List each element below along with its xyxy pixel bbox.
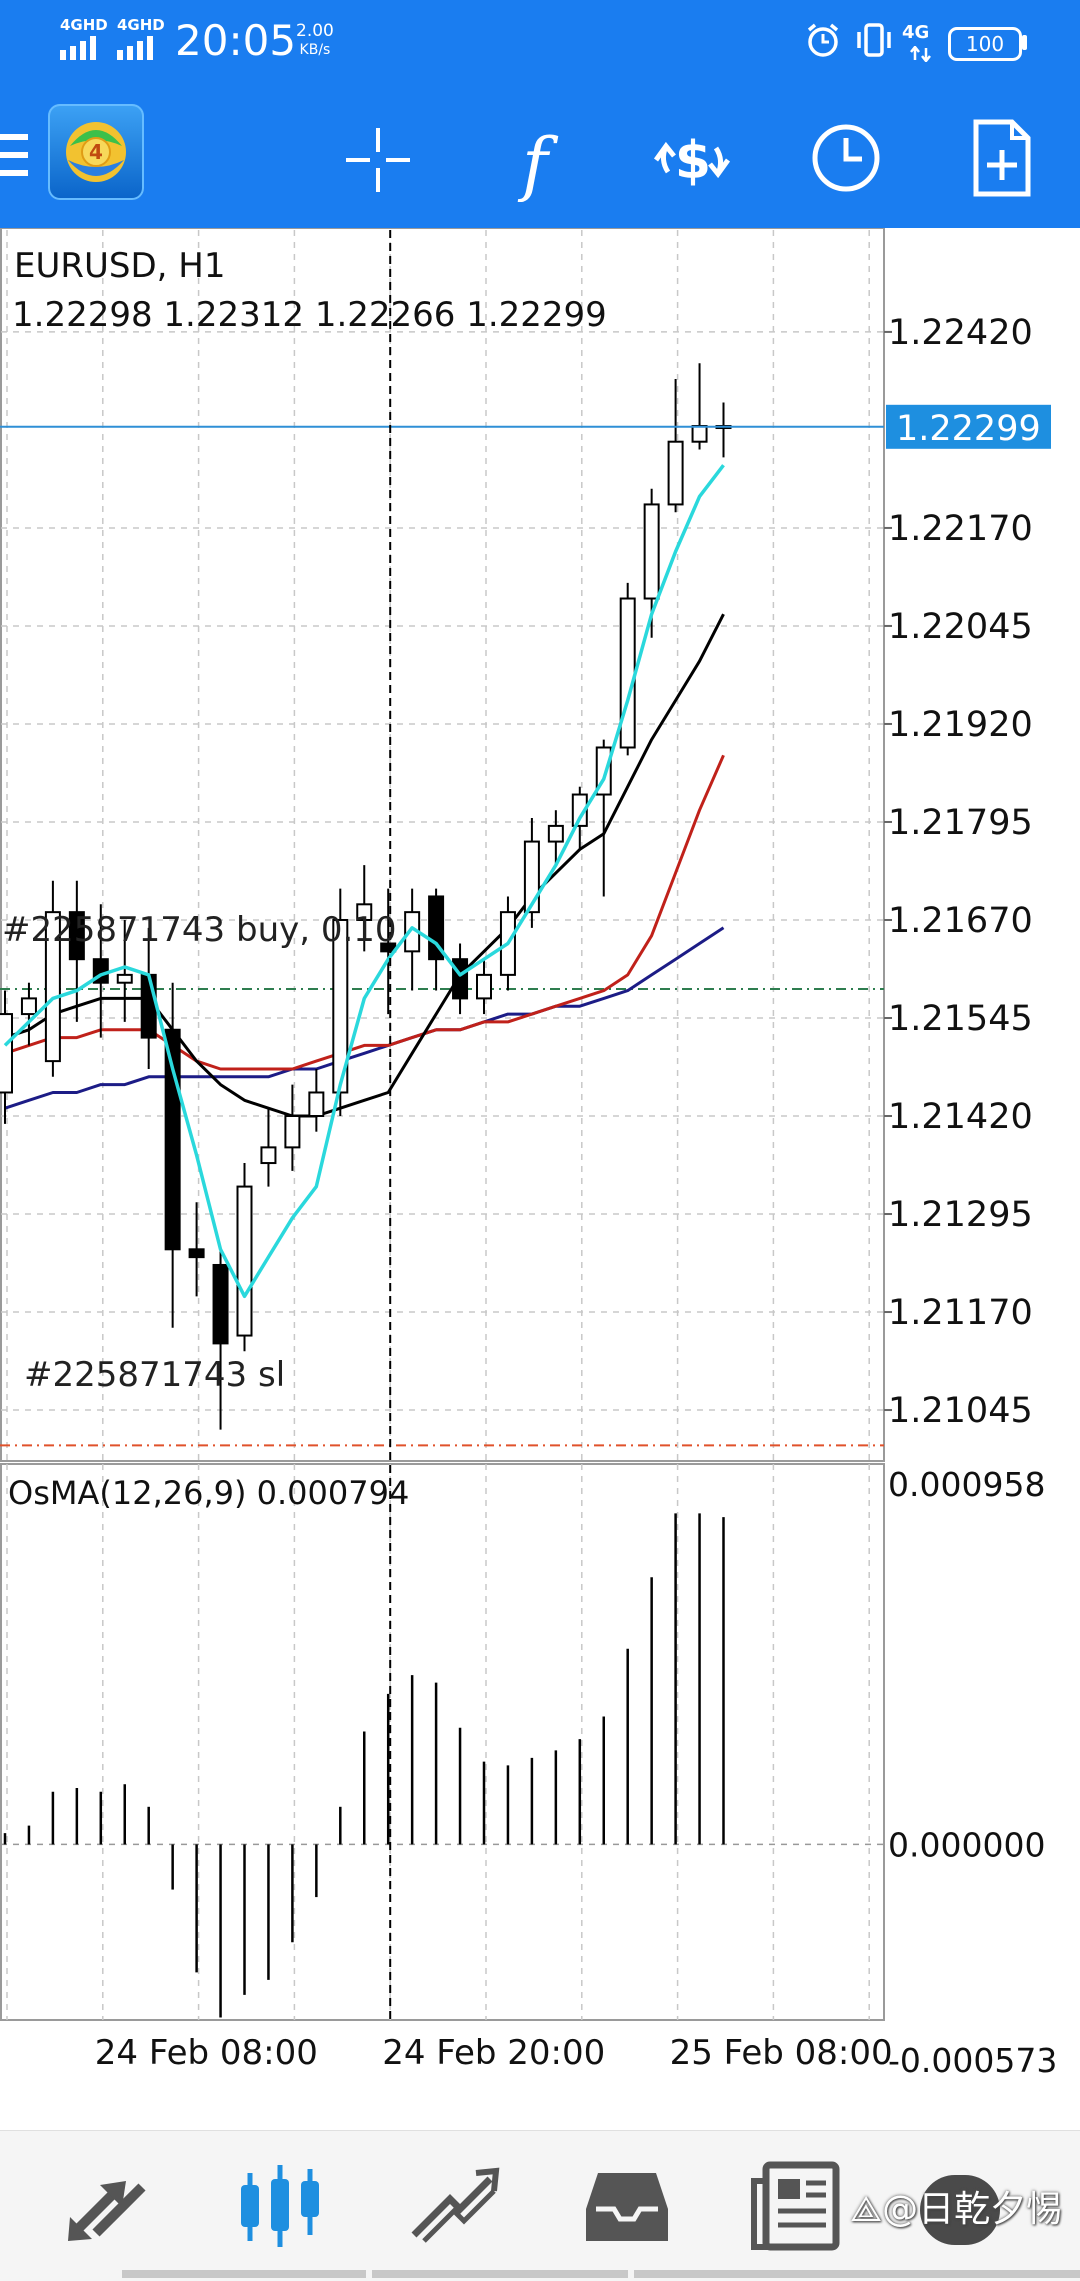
bull-candle xyxy=(523,840,540,914)
bull-candle xyxy=(236,1185,253,1337)
bull-candle xyxy=(20,997,37,1016)
ma-fast-line xyxy=(3,464,725,1299)
bull-candle xyxy=(116,973,133,984)
signal-label-2: 4GHD xyxy=(117,16,165,34)
price-tick-label: 1.22420 xyxy=(888,313,1033,353)
bull-candle xyxy=(332,918,349,1094)
svg-text:$: $ xyxy=(675,131,711,191)
time-axis-label: 25 Feb 08:00 xyxy=(670,2033,893,2073)
bull-candle xyxy=(691,425,708,443)
current-price-tag xyxy=(886,404,1051,449)
home-indicator-right xyxy=(634,2270,1080,2278)
osc-plot-frame xyxy=(0,1463,885,2021)
speed-value: 2.00 xyxy=(296,21,334,41)
trade-icon[interactable] xyxy=(400,2155,510,2255)
toolbar: 4 f $ xyxy=(0,90,1080,228)
bear-candle xyxy=(452,958,469,1000)
bull-candle xyxy=(260,1146,277,1165)
bull-candle xyxy=(476,973,492,1000)
symbols-icon[interactable]: $ xyxy=(650,120,732,200)
signal-bars-icon xyxy=(117,36,153,60)
time-axis-label: 24 Feb 20:00 xyxy=(382,2033,605,2073)
ma-slow-line xyxy=(4,754,725,1071)
symbol-timeframe: EURUSD, H1 xyxy=(14,246,226,286)
time-axis-label: 24 Feb 08:00 xyxy=(95,2033,318,2073)
bull-candle xyxy=(0,1013,13,1094)
stop-loss-label[interactable]: #225871743 sl xyxy=(24,1355,286,1395)
timeframe-icon[interactable] xyxy=(810,122,882,194)
crosshair-icon[interactable] xyxy=(340,122,416,198)
menu-icon[interactable] xyxy=(0,134,30,180)
bull-candle xyxy=(44,911,61,1063)
bear-candle xyxy=(140,973,157,1039)
indicators-icon[interactable]: f xyxy=(505,118,565,202)
buy-order-label[interactable]: #225871743 buy, 0.10 xyxy=(2,910,397,950)
bear-candle xyxy=(428,895,445,961)
current-price-tag-text: 1.22299 xyxy=(896,409,1041,449)
bull-candle xyxy=(308,1091,325,1118)
bull-candle xyxy=(667,440,684,506)
bottom-navigation xyxy=(0,2130,1080,2281)
home-indicator-left xyxy=(122,2270,366,2278)
new-order-icon[interactable] xyxy=(970,116,1034,200)
quotes-icon[interactable] xyxy=(56,2155,166,2255)
battery-icon: 100 xyxy=(948,27,1022,61)
chart-canvas[interactable]: 1.22420 1.22170 1.22045 1.21920 1.21795 1.216… xyxy=(0,228,1080,2080)
price-tick-label: 1.21545 xyxy=(888,999,1033,1039)
history-icon[interactable] xyxy=(572,2155,682,2255)
bull-candle xyxy=(284,1115,301,1149)
bear-candle xyxy=(188,1248,205,1259)
osma-label: OsMA(12,26,9) 0.000794 xyxy=(8,1474,410,1512)
bull-candle xyxy=(643,503,660,600)
network-type: 4G xyxy=(902,22,930,43)
bull-candle xyxy=(547,824,564,843)
svg-text:4: 4 xyxy=(89,140,103,164)
price-tick-label: 1.21795 xyxy=(888,803,1033,843)
signal-label-1: 4GHD xyxy=(60,16,108,34)
vibrate-icon xyxy=(857,23,891,57)
avatar xyxy=(920,2175,1000,2245)
home-indicator-mid xyxy=(372,2270,628,2278)
bear-candle xyxy=(212,1263,229,1345)
ma-long-line xyxy=(4,926,725,1110)
price-tick-label: 1.21920 xyxy=(888,705,1033,745)
battery-level: 100 xyxy=(965,32,1005,56)
bull-candle xyxy=(356,903,373,921)
ma-mid-line xyxy=(4,613,725,1118)
bull-candle xyxy=(619,597,636,749)
status-bar: 4GHD 4GHD 20:05 2.00 KB/s 4G 100 xyxy=(0,0,1080,90)
price-tick-label: 1.21045 xyxy=(888,1391,1033,1431)
price-tick-label: 1.22170 xyxy=(888,509,1033,549)
osma-tick-label: 0.000958 xyxy=(888,1465,1045,1504)
bull-candle xyxy=(571,793,588,827)
clock: 20:05 xyxy=(175,16,297,65)
alarm-icon xyxy=(807,23,839,57)
metatrader-logo[interactable]: 4 xyxy=(48,104,144,200)
price-tick-label: 1.22045 xyxy=(888,607,1033,647)
news-icon[interactable] xyxy=(748,2155,858,2255)
bear-candle xyxy=(68,911,85,961)
svg-text:f: f xyxy=(517,123,559,202)
osma-histogram xyxy=(3,1513,725,2018)
watermark: ⟁@日乾夕惕 xyxy=(850,2189,1063,2230)
price-tick-label: 1.21295 xyxy=(888,1195,1033,1235)
chart-icon[interactable] xyxy=(226,2155,336,2255)
metatrader-logo-icon: 4 xyxy=(66,122,126,182)
price-tick-label: 1.21170 xyxy=(888,1293,1033,1333)
price-tick-label: 1.21670 xyxy=(888,901,1033,941)
network-speed: 2.00 KB/s xyxy=(296,22,334,60)
axes: 1.22420 1.22170 1.22045 1.21920 1.21795 1.216… xyxy=(95,313,1058,2080)
chart-series xyxy=(0,230,884,2020)
price-tick-label: 1.21420 xyxy=(888,1097,1033,1137)
chart-area[interactable]: 1.22420 1.22170 1.22045 1.21920 1.21795 1.216… xyxy=(0,228,1080,2080)
battery-tip xyxy=(1022,35,1027,50)
speed-unit: KB/s xyxy=(299,42,331,58)
osma-tick-label: 0.000000 xyxy=(888,1825,1045,1864)
signal-bars-icon xyxy=(60,36,96,60)
grid xyxy=(0,228,885,2021)
ohlc-values: 1.22298 1.22312 1.22266 1.22299 xyxy=(12,295,607,335)
osma-tick-label: -0.000573 xyxy=(888,2041,1057,2080)
data-arrows-icon xyxy=(910,46,931,62)
main-plot-frame xyxy=(0,228,885,1462)
